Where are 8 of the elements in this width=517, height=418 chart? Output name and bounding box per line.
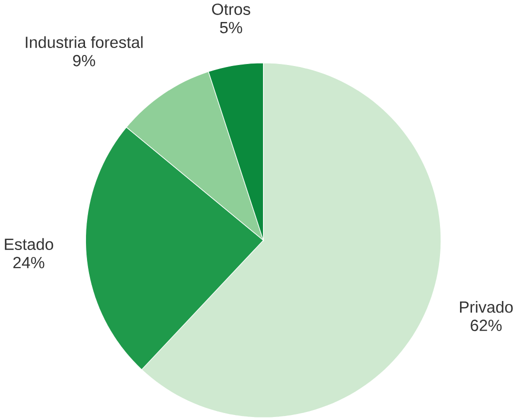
slice-label: Privado (460, 300, 513, 313)
data-label: 5% (220, 22, 242, 34)
data-label: 24% (13, 256, 44, 268)
data-label: 62% (470, 320, 502, 332)
slice-label: Industria forestal (26, 36, 143, 48)
data-label: 9% (73, 54, 96, 66)
slice-label: Estado (4, 238, 54, 250)
slice-label: Otros (212, 4, 250, 16)
